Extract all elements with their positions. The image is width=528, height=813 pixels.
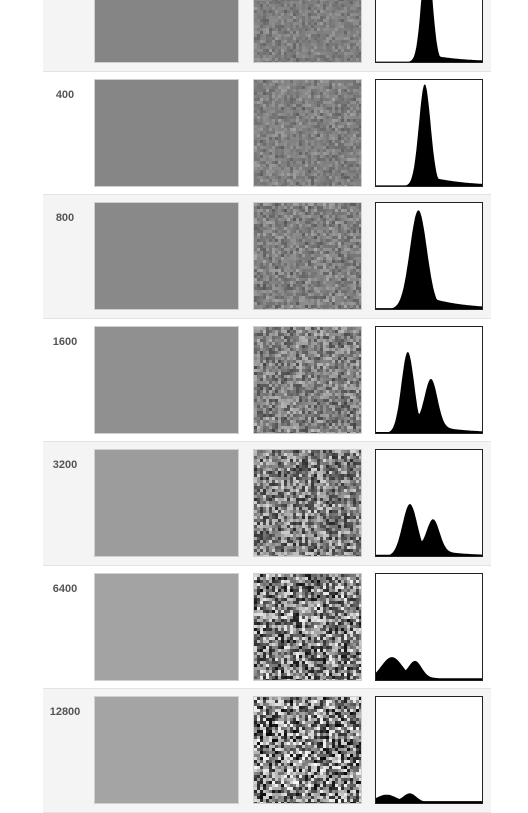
histogram-shape: [376, 0, 482, 62]
tone-sample-swatch: [94, 696, 239, 804]
iso-row: 400: [43, 72, 491, 196]
noise-sample-graphic: [254, 80, 361, 186]
noise-crop-sample: [253, 202, 362, 310]
noise-crop-sample: [253, 449, 362, 557]
histogram: [375, 202, 483, 310]
iso-row: [43, 0, 491, 72]
histogram-graphic: [376, 574, 482, 680]
tone-sample-swatch: [94, 202, 239, 310]
histogram: [375, 449, 483, 557]
iso-row: 800: [43, 195, 491, 319]
histogram-graphic: [376, 80, 482, 186]
iso-label: 12800: [43, 706, 87, 718]
noise-sample-graphic: [254, 203, 361, 309]
histogram-shape: [376, 657, 482, 680]
noise-sample-graphic: [254, 0, 361, 62]
histogram: [375, 0, 483, 63]
iso-label: 800: [43, 212, 87, 224]
iso-row: 1600: [43, 319, 491, 443]
histogram-graphic: [376, 697, 482, 803]
noise-sample-graphic: [254, 450, 361, 556]
noise-crop-sample: [253, 0, 362, 63]
iso-label: 400: [43, 89, 87, 101]
histogram: [375, 79, 483, 187]
iso-label: 6400: [43, 583, 87, 595]
noise-sample-graphic: [254, 574, 361, 680]
histogram-shape: [376, 793, 482, 803]
noise-sample-graphic: [254, 327, 361, 433]
tone-sample-swatch: [94, 573, 239, 681]
histogram-shape: [376, 504, 482, 556]
iso-label: 1600: [43, 336, 87, 348]
tone-sample-swatch: [94, 449, 239, 557]
histogram-graphic: [376, 327, 482, 433]
histogram-graphic: [376, 203, 482, 309]
noise-crop-sample: [253, 696, 362, 804]
tone-sample-swatch: [94, 79, 239, 187]
noise-crop-sample: [253, 79, 362, 187]
noise-sample-graphic: [254, 697, 361, 803]
histogram-shape: [376, 84, 482, 186]
histogram: [375, 573, 483, 681]
histogram-graphic: [376, 450, 482, 556]
histogram: [375, 696, 483, 804]
iso-row: 12800: [43, 689, 491, 813]
histogram-graphic: [376, 0, 482, 62]
tone-sample-swatch: [94, 0, 239, 63]
iso-label: 3200: [43, 459, 87, 471]
histogram: [375, 326, 483, 434]
histogram-shape: [376, 351, 482, 432]
iso-row: 3200: [43, 442, 491, 566]
noise-crop-sample: [253, 326, 362, 434]
iso-noise-comparison-table: 400 800 1600 3200 6400 12800: [43, 0, 491, 813]
histogram-shape: [376, 210, 482, 309]
noise-crop-sample: [253, 573, 362, 681]
iso-row: 6400: [43, 566, 491, 690]
tone-sample-swatch: [94, 326, 239, 434]
